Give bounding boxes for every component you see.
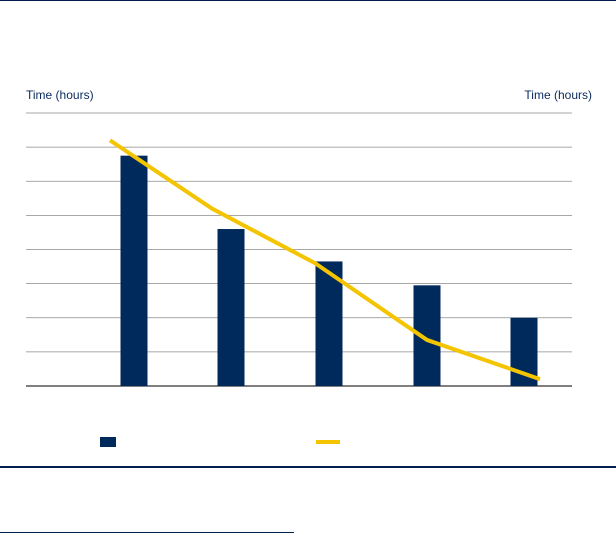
legend — [100, 437, 340, 447]
line-series-path — [108, 138, 541, 382]
legend-swatch-bars — [100, 437, 116, 447]
bar — [120, 155, 148, 386]
top-rule — [0, 0, 616, 1]
bar-series — [120, 155, 538, 386]
bar — [315, 261, 343, 386]
y-axis-label-right: Time (hours) — [524, 88, 592, 102]
bar — [217, 229, 245, 386]
footnote-rule — [0, 532, 294, 533]
gridlines — [26, 112, 572, 387]
y-axis-label-left: Time (hours) — [26, 88, 94, 102]
bottom-rule — [0, 466, 616, 468]
legend-swatch-line — [316, 440, 340, 444]
line-series — [108, 138, 541, 382]
chart — [26, 112, 572, 447]
